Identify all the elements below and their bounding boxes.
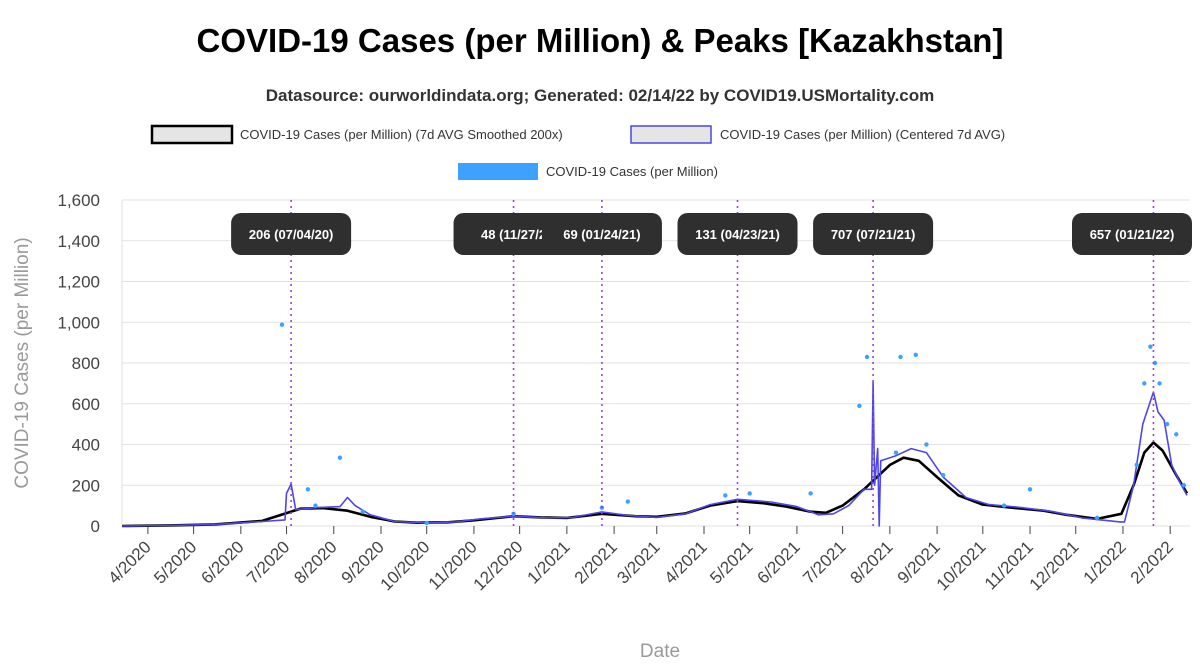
legend: COVID-19 Cases (per Million) (7d AVG Smo… (150, 124, 1005, 180)
smoothed-avg-line (121, 441, 1189, 528)
legend-label-centered: COVID-19 Cases (per Million) (Centered 7… (720, 127, 1005, 142)
y-tick-label: 0 (91, 517, 100, 536)
peak-label-box (231, 213, 352, 255)
x-tick-label: 1/2021 (523, 537, 573, 587)
daily-cases-point (625, 499, 631, 504)
y-tick-label: 1,000 (57, 313, 100, 332)
daily-cases-point (1148, 344, 1153, 349)
legend-swatch-daily (458, 163, 538, 180)
x-tick-label: 10/2021 (933, 537, 990, 594)
daily-cases-point (924, 442, 929, 447)
y-tick-label: 1,600 (57, 191, 100, 210)
x-tick-label: 4/2020 (105, 537, 155, 587)
daily-cases-point (747, 491, 752, 496)
peak-label-box (677, 213, 798, 255)
x-axis-title: Date (640, 641, 680, 662)
daily-cases-point (898, 354, 903, 360)
daily-cases-point (337, 455, 343, 460)
chart-title: COVID-19 Cases (per Million) & Peaks [Ka… (196, 22, 1004, 59)
x-tick-label: 4/2021 (661, 537, 711, 587)
grid (121, 199, 1190, 527)
peak-label-box (813, 213, 934, 255)
peak-label: 69 (01/24/21) (563, 227, 640, 242)
daily-cases-point (857, 403, 862, 408)
daily-cases-point (913, 352, 918, 358)
daily-cases-point (1157, 381, 1162, 386)
daily-cases-point (279, 322, 285, 327)
daily-cases-point (424, 520, 429, 526)
x-axis: 4/20205/20206/20207/20208/20209/202010/2… (105, 526, 1177, 594)
daily-cases-point (1174, 432, 1179, 437)
y-tick-label: 1,200 (57, 273, 100, 292)
daily-cases-point (1152, 360, 1158, 366)
daily-cases-point (360, 509, 365, 514)
y-tick-label: 200 (72, 476, 100, 495)
x-tick-label: 10/2020 (377, 537, 434, 594)
y-axis-title: COVID-19 Cases (per Million) (12, 237, 33, 488)
x-tick-label: 7/2021 (799, 537, 849, 587)
centered-avg-line (121, 381, 1188, 527)
x-tick-label: 8/2020 (290, 537, 340, 587)
peak-label: 657 (01/21/22) (1090, 227, 1175, 242)
daily-cases-point (1181, 483, 1187, 488)
daily-cases-point (1094, 515, 1100, 521)
legend-swatch-smoothed (150, 124, 234, 145)
x-tick-label: 5/2021 (706, 537, 756, 587)
y-tick-label: 600 (72, 395, 100, 414)
peak-label-box (1072, 213, 1192, 255)
daily-cases-point (1027, 487, 1033, 492)
daily-cases-point (864, 354, 870, 360)
chart-subtitle: Datasource: ourworldindata.org; Generate… (265, 86, 935, 105)
daily-cases-point (313, 503, 318, 508)
peak-label: 48 (11/27/2 (481, 227, 546, 242)
daily-cases-point (940, 472, 946, 478)
peak-label: 206 (07/04/20) (249, 227, 334, 242)
x-tick-label: 6/2021 (754, 537, 804, 587)
x-tick-label: 12/2021 (1026, 537, 1083, 594)
y-tick-label: 1,400 (57, 232, 100, 251)
daily-cases-point (1001, 503, 1007, 508)
daily-cases-point (808, 491, 813, 496)
daily-cases-point (723, 493, 728, 498)
peak-label: 131 (04/23/21) (695, 227, 780, 242)
x-tick-label: 5/2020 (150, 537, 200, 587)
x-tick-label: 3/2021 (613, 537, 663, 587)
y-axis: 0 200 400 600 800 1,000 1,200 1,400 1,600 (57, 191, 100, 536)
peak-label-box (541, 213, 662, 255)
daily-cases-point (893, 450, 899, 455)
legend-label-smoothed: COVID-19 Cases (per Million) (7d AVG Smo… (240, 127, 563, 142)
daily-cases-point (1142, 381, 1147, 386)
x-tick-label: 12/2020 (470, 537, 527, 594)
daily-cases-point (1164, 421, 1170, 427)
x-tick-label: 8/2021 (846, 537, 896, 587)
legend-swatch-centered (630, 125, 712, 144)
series-layer (121, 322, 1189, 528)
y-tick-label: 400 (72, 436, 100, 455)
x-tick-label: 7/2020 (243, 537, 293, 587)
x-tick-label: 2/2022 (1127, 537, 1177, 587)
x-tick-label: 6/2020 (197, 537, 247, 587)
daily-cases-point (1134, 462, 1139, 468)
peak-label: 707 (07/21/21) (831, 227, 916, 242)
x-tick-label: 2/2021 (571, 537, 621, 587)
y-tick-label: 800 (72, 354, 100, 373)
legend-label-daily: COVID-19 Cases (per Million) (546, 164, 718, 179)
peaks-layer: 206 (07/04/20) 48 (11/27/2 69 (01/24/21) 13… (231, 200, 1192, 526)
x-tick-label: 1/2022 (1080, 537, 1130, 587)
daily-cases-point (305, 487, 311, 492)
